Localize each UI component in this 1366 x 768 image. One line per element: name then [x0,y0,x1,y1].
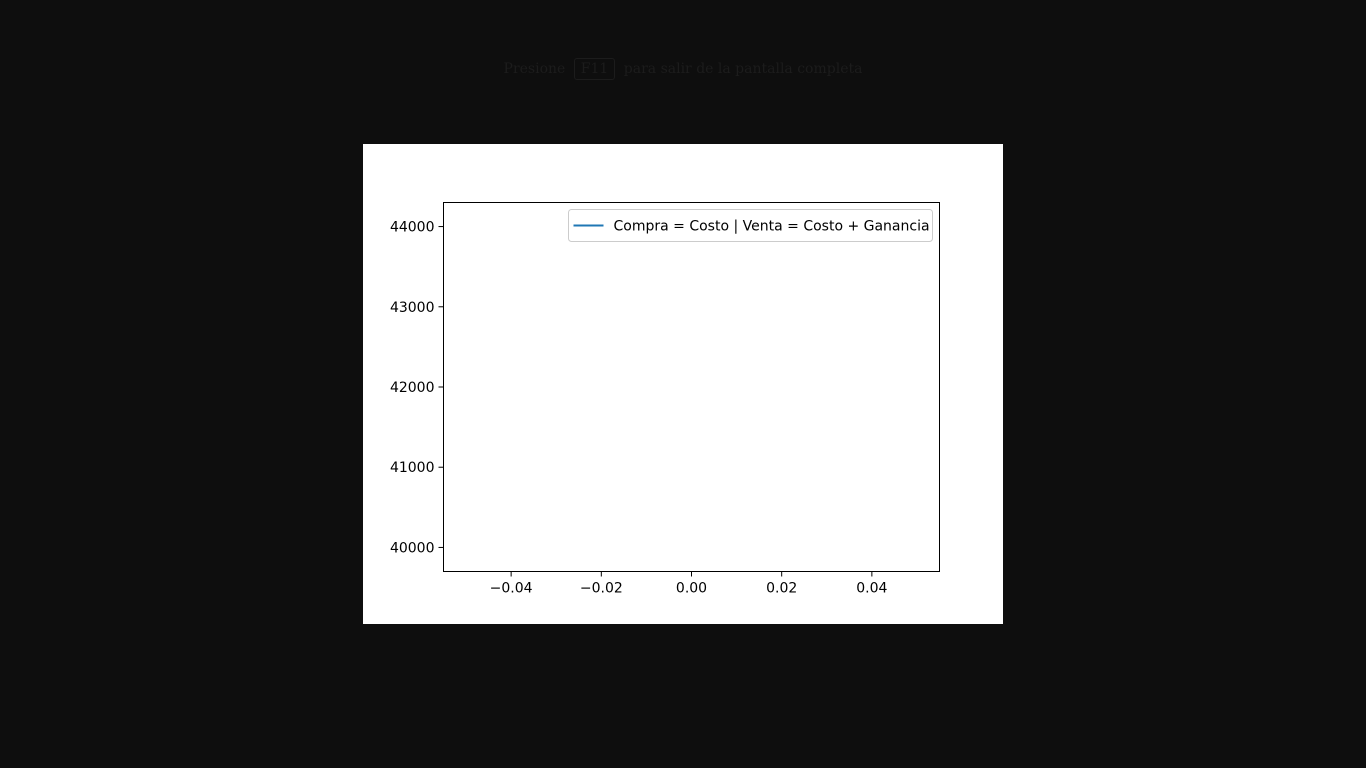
chart-figure: −0.04 −0.02 0.00 0.02 0.04 40000 41000 42000 43… [363,144,1003,624]
fullscreen-exit-hint: Presione F11 para salir de la pantalla c… [0,58,1366,80]
x-tick-label: −0.04 [490,581,533,597]
plot-frame [443,202,940,572]
y-tick-label: 40000 [390,540,435,556]
chart-legend: Compra = Costo | Venta = Costo + Gananci… [568,209,933,242]
y-tick-label: 41000 [390,460,435,476]
line-chart: −0.04 −0.02 0.00 0.02 0.04 40000 41000 42000 43… [390,202,940,597]
hint-suffix: para salir de la pantalla completa [623,61,863,77]
y-tick-label: 44000 [390,220,435,236]
x-tick-label: 0.00 [676,581,707,597]
legend-box [568,209,933,242]
hint-prefix: Presione [503,61,566,77]
x-tick-label: 0.02 [766,581,797,597]
y-tick-label: 42000 [390,380,435,396]
y-tick-label: 43000 [390,300,435,316]
x-tick-label: 0.04 [856,581,887,597]
hint-key-badge: F11 [573,58,616,80]
y-axis: 40000 41000 42000 43000 44000 [390,220,444,556]
x-tick-label: −0.02 [580,581,623,597]
x-axis: −0.04 −0.02 0.00 0.02 0.04 [490,571,888,597]
legend-label: Compra = Costo | Venta = Costo + Gananci… [614,219,930,235]
